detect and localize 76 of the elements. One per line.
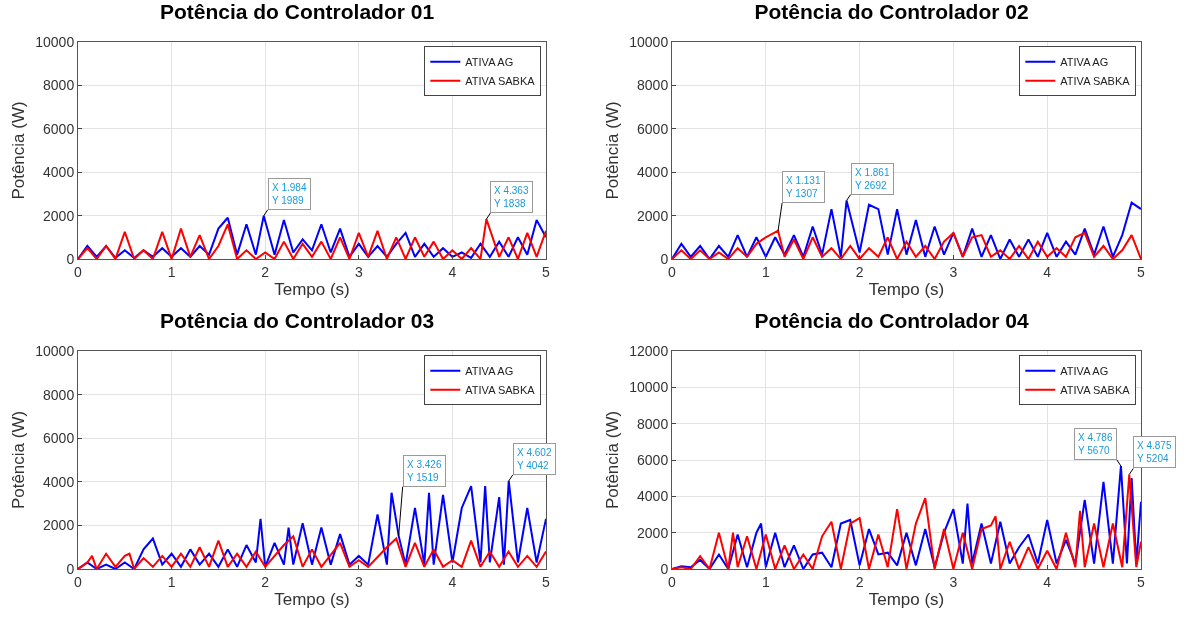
x-axis-title: Tempo (s): [868, 280, 945, 300]
legend-label: ATIVA SABKA: [465, 384, 536, 397]
y-tick-label: 6000: [43, 430, 75, 447]
x-tick-label: 3: [354, 263, 363, 280]
y-tick-label: 12000: [629, 342, 669, 359]
x-tick-label: 2: [855, 263, 864, 280]
x-tick-label: 3: [949, 263, 958, 280]
legend-label: ATIVA AG: [465, 365, 514, 378]
legend-label: ATIVA SABKA: [1060, 384, 1131, 397]
x-axis-title: Tempo (s): [868, 590, 945, 610]
x-tick-label: 2: [261, 263, 270, 280]
x-tick-label: 3: [354, 573, 363, 590]
x-axis-title: Tempo (s): [274, 280, 350, 300]
y-tick-label: 2000: [637, 207, 669, 224]
y-tick-label: 0: [660, 250, 669, 267]
y-axis-title: Potência (W): [602, 410, 622, 510]
legend-label: ATIVA SABKA: [1060, 75, 1131, 88]
y-tick-label: 4000: [637, 164, 669, 181]
y-axis-title: Potência (W): [8, 101, 28, 200]
line-series: [672, 199, 1141, 259]
y-tick-label: 2000: [637, 524, 669, 541]
chart-title: Potência do Controlador 02: [754, 0, 1029, 24]
y-tick-label: 6000: [637, 451, 669, 468]
y-tick-label: 4000: [43, 473, 75, 490]
annotation: X 1.861 Y 2692: [855, 167, 890, 191]
y-tick-label: 10000: [35, 342, 75, 359]
y-tick-label: 8000: [637, 77, 669, 94]
line-series: [672, 229, 1141, 259]
legend-label: ATIVA AG: [1060, 365, 1109, 378]
x-tick-label: 5: [542, 573, 551, 590]
annotation: X 1.131 Y 1307: [786, 175, 821, 199]
x-tick-label: 5: [1137, 573, 1146, 590]
x-tick-label: 3: [949, 573, 958, 590]
chart-title: Potência do Controlador 03: [159, 309, 435, 333]
y-axis-title: Potência (W): [8, 410, 28, 510]
y-tick-label: 2000: [43, 207, 75, 224]
x-tick-label: 2: [261, 573, 270, 590]
y-tick-label: 8000: [43, 386, 75, 403]
chart-title: Potência do Controlador 01: [159, 0, 435, 24]
x-tick-label: 4: [448, 263, 457, 280]
y-tick-label: 10000: [629, 379, 669, 396]
x-tick-label: 5: [542, 263, 551, 280]
annotation: X 4.363 Y 1838: [494, 185, 529, 209]
annotation: X 4.875 Y 5204: [1137, 440, 1172, 464]
x-tick-label: 1: [167, 263, 176, 280]
x-tick-label: 5: [1137, 263, 1146, 280]
y-tick-label: 0: [66, 250, 75, 267]
x-tick-label: 1: [761, 573, 770, 590]
x-tick-label: 4: [1043, 573, 1052, 590]
y-tick-label: 8000: [637, 415, 669, 432]
legend-label: ATIVA AG: [1060, 56, 1109, 69]
x-axis-title: Tempo (s): [274, 590, 350, 610]
annotation: X 4.602 Y 4042: [517, 447, 552, 471]
y-tick-label: 4000: [43, 164, 75, 181]
y-tick-label: 0: [660, 560, 669, 577]
x-tick-label: 4: [448, 573, 457, 590]
annotation: X 1.984 Y 1989: [272, 182, 307, 206]
line-series: [78, 535, 546, 569]
y-axis-title: Potência (W): [602, 101, 622, 200]
y-tick-label: 6000: [637, 120, 669, 137]
legend-label: ATIVA AG: [465, 56, 514, 69]
x-tick-label: 2: [855, 573, 864, 590]
annotation: X 4.786 Y 5670: [1078, 432, 1113, 456]
y-tick-label: 10000: [35, 33, 75, 50]
y-tick-label: 2000: [43, 517, 75, 534]
y-tick-label: 8000: [43, 77, 75, 94]
y-tick-label: 4000: [637, 488, 669, 505]
y-tick-label: 0: [66, 560, 75, 577]
x-tick-label: 1: [167, 573, 176, 590]
legend-label: ATIVA SABKA: [465, 75, 536, 88]
x-tick-label: 1: [761, 263, 770, 280]
chart-title: Potência do Controlador 04: [754, 309, 1029, 333]
y-tick-label: 10000: [629, 33, 669, 50]
y-tick-label: 6000: [43, 120, 75, 137]
annotation: X 3.426 Y 1519: [407, 459, 442, 483]
x-tick-label: 4: [1043, 263, 1052, 280]
